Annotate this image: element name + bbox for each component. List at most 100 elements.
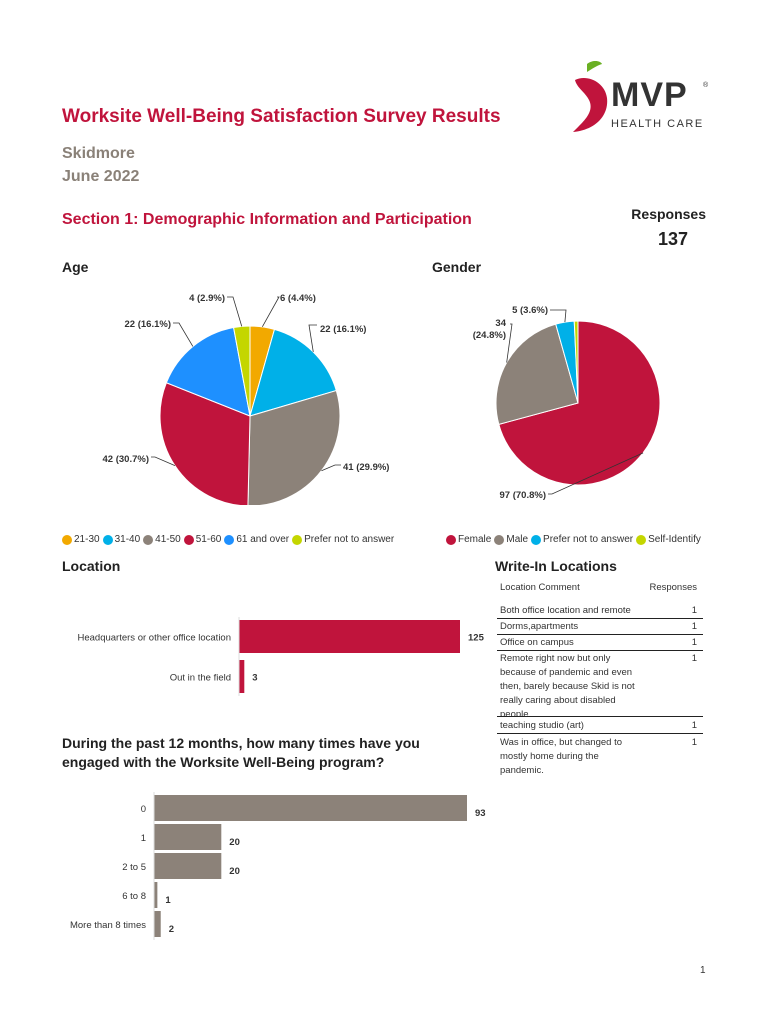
writein-count: 1 [691,637,697,648]
page-number: 1 [700,965,706,976]
bar-category-label: Out in the field [170,673,231,684]
writein-comment: teaching studio (art) [500,720,584,731]
legend-item-21-30: 21-30 [62,534,100,545]
writein-comment: Both office location and remote [500,605,631,616]
legend-label: Self-Identify [648,534,701,545]
writein-comment: Was in office, but changed to mostly hom… [500,737,622,776]
responses-label: Responses [631,206,706,222]
legend-swatch [494,534,505,545]
legend-swatch [62,534,72,545]
pie-slice-61-and-over [165,326,251,417]
legend-item-male: Male [494,534,528,545]
table-row: Both office location and remote 1 [497,602,703,619]
bar-more-than-8-times [154,911,161,937]
section-title: Section 1: Demographic Information and P… [62,211,472,228]
pie-leader-line [548,452,644,495]
pie-slice-male [495,323,579,425]
engagement-title-line1: During the past 12 months, how many time… [62,735,420,751]
bar-category-label: Headquarters or other office location [78,633,232,644]
legend-item-31-40: 31-40 [102,534,141,545]
legend-label: 21-30 [74,534,100,545]
writein-col-responses: Responses [649,582,697,593]
writein-count: 1 [691,621,697,632]
writein-col-comment: Location Comment [500,582,580,593]
logo-mark: ® [703,82,709,89]
legend-item-prefer-not-to-answer: Prefer not to answer [531,534,633,545]
pie-data-label: 4 (2.9%) [189,293,225,304]
gender-pie-chart: 97 (70.8%) 34(24.8%) 5 (3.6%) [473,305,661,501]
pie-data-label: (24.8%) [473,330,506,341]
legend-swatch [636,534,647,545]
legend-item-41-50: 41-50 [143,534,181,545]
pie-data-label: 42 (30.7%) [103,454,149,465]
legend-item-prefer-not-to-answer: Prefer not to answer [292,534,394,545]
logo-subtext: HEALTH CARE [611,118,704,130]
legend-label: 61 and over [236,534,290,545]
writein-table: Location Comment Responses Both office l… [497,580,703,780]
legend-label: Female [458,534,492,545]
pie-leader-line [227,296,243,327]
logo-text: MVP [611,76,688,114]
table-row: teaching studio (art) 1 [497,717,703,734]
pie-data-label: 34 [495,318,506,329]
pie-leader-line [308,324,317,353]
bar-out-in-the-field [239,660,245,693]
legend-label: 41-50 [155,534,181,545]
pie-leader-line [550,309,567,323]
age-legend: 21-30 31-40 41-50 51-60 61 and over Prefer no… [62,534,397,545]
table-row: Was in office, but changed to mostly hom… [497,734,703,778]
table-row: Remote right now but only because of pan… [497,651,703,717]
writein-count: 1 [691,737,697,748]
legend-swatch [102,534,113,545]
writein-count: 1 [691,653,697,664]
bar-headquarters-or-other-office-location [239,620,460,653]
pie-data-label: 97 (70.8%) [500,490,546,501]
pie-leader-line [173,322,194,347]
pie-data-label: 41 (29.9%) [343,462,389,473]
writein-comment: Dorms,apartments [500,621,579,632]
pie-leader-line [506,323,513,363]
pie-slice-self-identify [573,320,579,404]
bar-value-label: 20 [229,837,240,848]
legend-swatch [143,534,154,545]
pie-slice-prefer-not-to-answer [232,325,251,417]
bar-category-label: 2 to 5 [122,862,146,873]
bar-category-label: 1 [141,833,146,844]
legend-label: 51-60 [195,534,222,545]
pie-leader-line [151,456,176,467]
mvp-logo: MVP ® HEALTH CARE [565,60,715,136]
pie-data-label: 22 (16.1%) [320,324,366,335]
engagement-title-line2: engaged with the Worksite Well-Being pro… [62,754,385,770]
table-row: Office on campus 1 [497,635,703,651]
pie-leader-line [261,296,280,328]
legend-item-self-identify: Self-Identify [636,534,701,545]
table-row: Dorms,apartments 1 [497,619,703,635]
legend-label: 31-40 [114,534,141,545]
pie-slice-41-50 [247,389,341,505]
legend-swatch [446,534,456,545]
org-name: Skidmore [62,145,135,162]
bar-value-label: 2 [169,924,174,935]
bar-value-label: 125 [468,633,485,644]
legend-label: Male [506,534,529,545]
bar-category-label: 6 to 8 [122,891,146,902]
legend-label: Prefer not to answer [304,534,395,545]
report-date: June 2022 [62,168,140,185]
bar-value-label: 1 [165,895,171,906]
writein-title: Write-In Locations [495,558,617,574]
age-pie-chart: 6 (4.4%) 22 (16.1%) 41 (29.9%) 42 (30.7%) 22… [103,293,389,505]
pie-data-label: 6 (4.4%) [280,293,316,304]
legend-item-61-and-over: 61 and over [224,534,289,545]
apple-logo-icon [573,60,608,132]
location-title: Location [62,558,121,574]
bar-value-label: 20 [229,866,240,877]
gender-title: Gender [432,259,482,275]
legend-swatch [224,534,235,545]
legend-swatch [292,534,303,545]
bar-category-label: More than 8 times [70,920,146,931]
writein-count: 1 [691,605,697,616]
legend-label: Prefer not to answer [543,534,634,545]
bar-value-label: 3 [252,673,257,684]
bar-0 [154,795,467,821]
legend-swatch [531,534,542,545]
